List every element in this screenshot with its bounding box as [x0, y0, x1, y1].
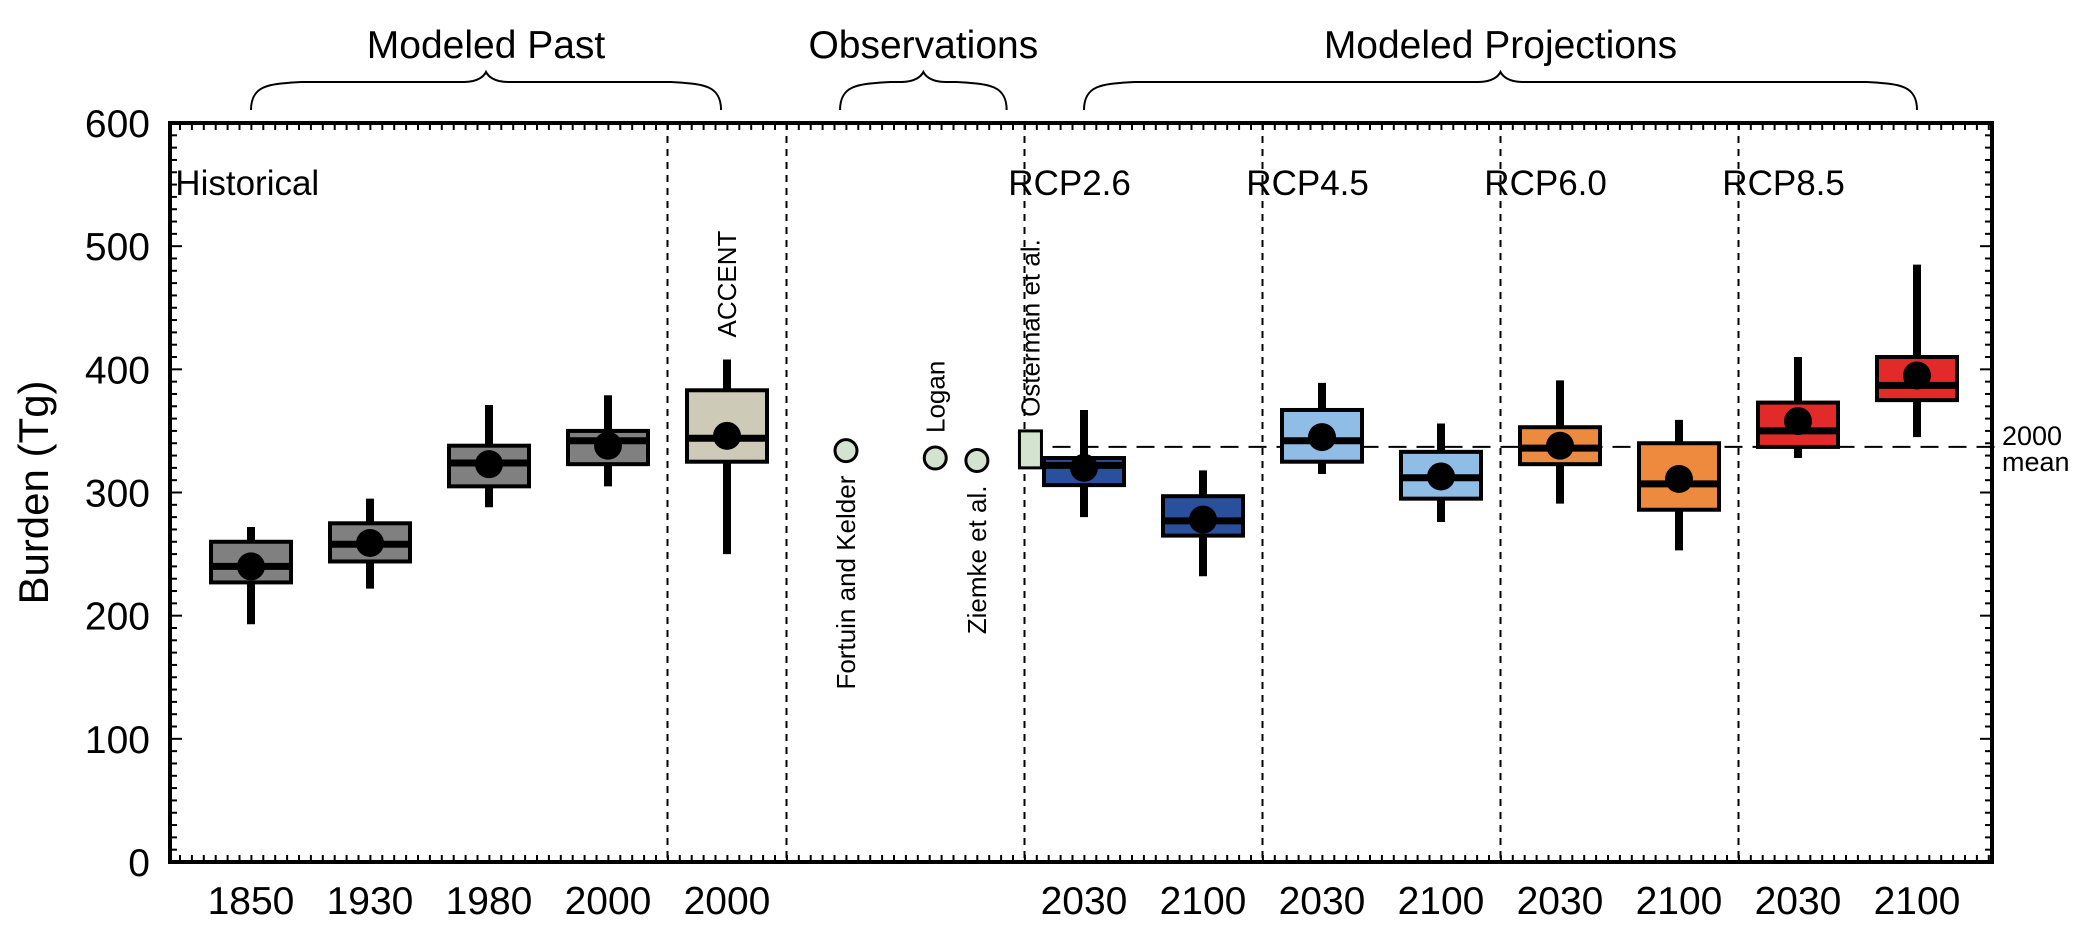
bracket-label: Modeled Past: [367, 24, 606, 67]
observation-marker: [833, 438, 859, 464]
observation-item: Logan: [920, 361, 950, 471]
observation-label: Fortuin and Kelder: [831, 475, 861, 689]
y-tick-label: 300: [85, 473, 150, 516]
y-axis: 0 100 200 300 400 500 600: [85, 103, 1992, 885]
mean-marker: [356, 528, 384, 557]
y-tick-label: 400: [85, 349, 150, 392]
box-item: [447, 405, 531, 508]
mean-marker: [1903, 361, 1931, 390]
x-tick-label: 2030: [1755, 880, 1842, 923]
reference-line-label: mean: [2002, 447, 2070, 477]
mean-marker: [594, 431, 622, 460]
group-labels: Historical RCP2.6 RCP4.5 RCP6.0 RCP8.5: [175, 164, 1845, 203]
x-tick-label: 2100: [1636, 880, 1723, 923]
mean-marker: [1427, 462, 1455, 491]
observation-label: Osterman et al.: [1015, 239, 1045, 417]
observation-item: Fortuin and Kelder: [831, 438, 861, 690]
y-axis-title: Burden (Tg): [10, 380, 57, 604]
reference-line-label: 2000: [2002, 421, 2062, 451]
observation-label: Ziemke et al.: [962, 485, 992, 634]
x-tick-label: 1850: [208, 880, 295, 923]
x-tick-label: 2100: [1160, 880, 1247, 923]
mean-marker: [1546, 431, 1574, 460]
bracket-group: Modeled Past Observations Modeled Projecti…: [250, 24, 1918, 111]
observation-item: Osterman et al.: [1015, 239, 1045, 470]
mean-marker: [1070, 453, 1098, 482]
x-tick-label: 1980: [446, 880, 533, 923]
group-label: RCP2.6: [1008, 164, 1131, 203]
separator-lines: [666, 123, 1740, 862]
x-tick-label: 2030: [1041, 880, 1128, 923]
box-series: ACCENT: [209, 230, 1959, 625]
box-item: [566, 395, 650, 487]
group-label: RCP4.5: [1246, 164, 1369, 203]
observation-marker: [922, 445, 948, 471]
x-tick-label: 2100: [1398, 880, 1485, 923]
bracket-label: Observations: [808, 24, 1038, 67]
y-tick-label: 100: [85, 719, 150, 762]
box-item: [1637, 419, 1721, 551]
group-label: RCP6.0: [1484, 164, 1607, 203]
mean-marker: [1308, 423, 1336, 452]
y-tick-label: 500: [85, 226, 150, 269]
mean-marker: [1665, 464, 1693, 493]
observation-item: Ziemke et al.: [962, 447, 992, 634]
mean-marker: [237, 552, 265, 581]
x-tick-label: 2030: [1279, 880, 1366, 923]
mean-marker: [475, 450, 503, 479]
box-annotation: ACCENT: [712, 230, 742, 337]
bracket-label: Modeled Projections: [1324, 24, 1677, 67]
box-item: [1042, 409, 1126, 518]
box-item: [328, 498, 412, 589]
box-item: [1518, 380, 1602, 504]
box-item: [1756, 357, 1840, 459]
x-tick-label: 2030: [1517, 880, 1604, 923]
observation-box: [1017, 429, 1043, 470]
y-tick-label: 600: [85, 103, 150, 146]
group-label: Historical: [175, 164, 319, 203]
y-tick-label: 0: [128, 842, 150, 885]
box-item: [1399, 423, 1483, 523]
x-tick-label: 2000: [565, 880, 652, 923]
bracket-brace: [1083, 69, 1918, 111]
observation-series: Fortuin and Kelder Logan Ziemke et al. Oste…: [831, 239, 1045, 689]
observation-label: Logan: [920, 361, 950, 433]
bracket-brace: [250, 69, 723, 111]
y-tick-label: 200: [85, 596, 150, 639]
observation-marker: [964, 447, 990, 473]
bracket-brace: [839, 69, 1008, 111]
box-item: [1875, 264, 1959, 438]
x-tick-label: 1930: [327, 880, 414, 923]
x-axis: 1850 1930 1980 2000 2000 2030 2100 2030 2100 2030…: [208, 880, 1961, 923]
mean-marker: [1784, 407, 1812, 436]
box-item: [1280, 382, 1364, 475]
box-item: [1161, 470, 1245, 577]
mean-marker: [1189, 505, 1217, 534]
x-tick-label: 2100: [1874, 880, 1961, 923]
box-item: ACCENT: [685, 230, 769, 555]
x-tick-label: 2000: [684, 880, 771, 923]
group-label: RCP8.5: [1722, 164, 1845, 203]
box-item: [209, 526, 293, 625]
mean-marker: [713, 421, 741, 450]
